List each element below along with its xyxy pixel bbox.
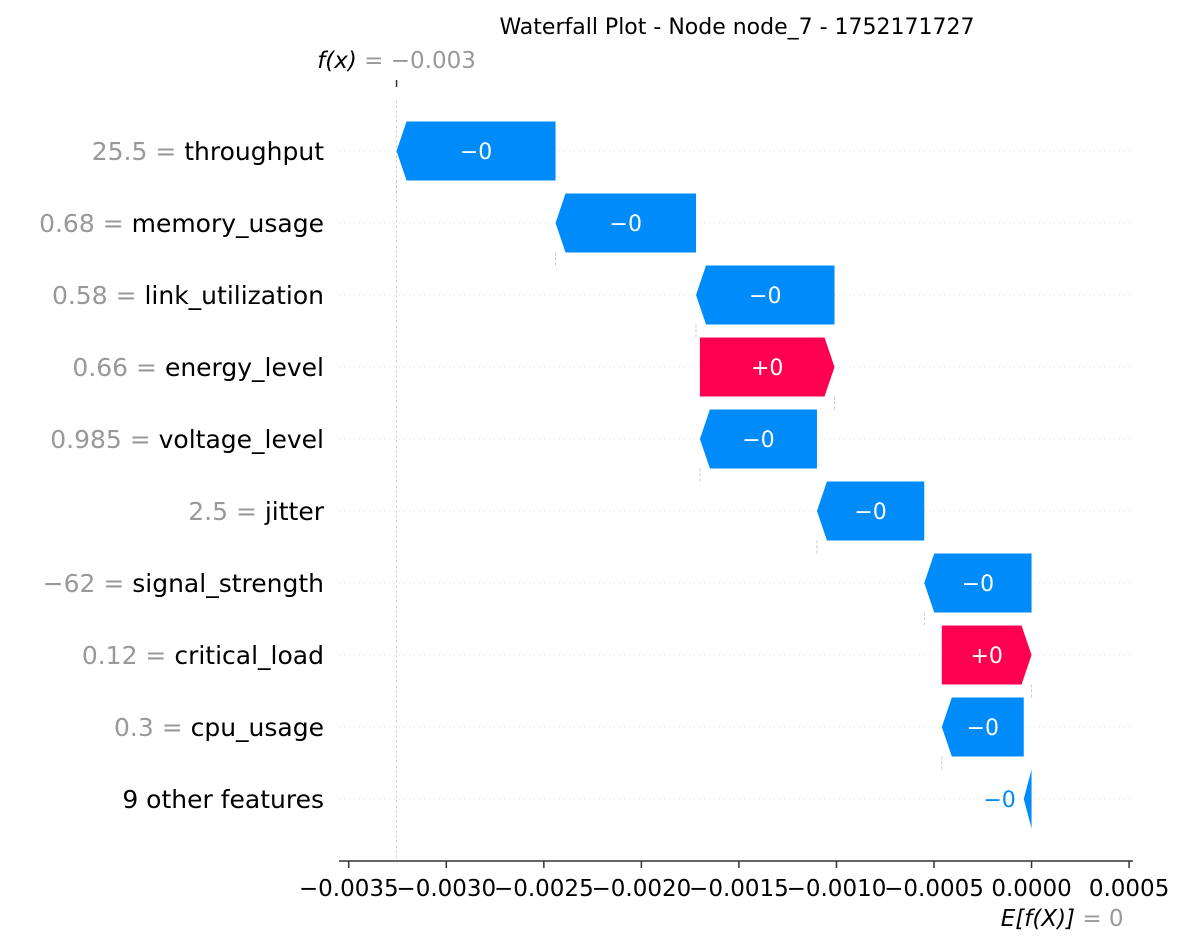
waterfall-bar	[696, 265, 835, 325]
bar-value-label: +0	[970, 644, 1002, 669]
feature-name: jitter	[264, 497, 325, 526]
feature-label: 9 other features	[122, 785, 324, 814]
bar-value-label: −0	[742, 428, 774, 453]
waterfall-bar	[555, 193, 697, 253]
base-value-annotation: E[f(X)] = 0	[1001, 906, 1124, 932]
feature-value: 0.3 =	[114, 713, 191, 742]
feature-value: −62 =	[43, 569, 133, 598]
feature-value: 25.5 =	[92, 137, 185, 166]
bar-value-label: −0	[962, 572, 994, 597]
x-tick-label: −0.0030	[396, 876, 496, 902]
x-tick-label: −0.0005	[884, 876, 984, 902]
bar-value-label: −0	[967, 716, 999, 741]
feature-value: 0.58 =	[52, 281, 145, 310]
feature-name: 9 other features	[122, 785, 324, 814]
feature-label: 0.68 = memory_usage	[39, 209, 324, 238]
feature-name: memory_usage	[132, 209, 324, 238]
bar-value-label: −0	[460, 140, 492, 165]
feature-name: link_utilization	[144, 281, 324, 310]
waterfall-bar	[924, 553, 1032, 613]
waterfall-bar	[941, 697, 1024, 757]
feature-value: 0.68 =	[39, 209, 132, 238]
feature-label: 0.58 = link_utilization	[52, 281, 324, 310]
feature-value: 0.985 =	[50, 425, 158, 454]
fx-label: f(x)	[317, 48, 364, 74]
feature-value: 0.12 =	[82, 641, 175, 670]
waterfall-bar	[1023, 769, 1032, 829]
waterfall-bar	[396, 121, 556, 181]
x-tick-label: −0.0015	[689, 876, 789, 902]
feature-name: voltage_level	[159, 425, 324, 454]
bar-value-label: −0	[854, 500, 886, 525]
feature-label: 0.12 = critical_load	[82, 641, 324, 670]
bar-value-label: −0	[610, 212, 642, 237]
feature-name: critical_load	[174, 641, 324, 670]
x-tick-label: −0.0010	[787, 876, 887, 902]
bar-value-label: −0	[749, 284, 781, 309]
feature-label: 0.985 = voltage_level	[50, 425, 324, 454]
x-tick-label: −0.0025	[494, 876, 594, 902]
bar-value-label: +0	[751, 356, 783, 381]
x-tick-label: 0.0000	[991, 876, 1071, 902]
waterfall-bar	[941, 625, 1032, 685]
fx-annotation: f(x) = −0.003	[317, 48, 476, 74]
waterfall-bar	[699, 337, 835, 397]
x-tick-label: 0.0005	[1089, 876, 1169, 902]
fx-value: = −0.003	[364, 48, 476, 74]
feature-label: 0.66 = energy_level	[72, 353, 324, 382]
feature-value: 0.66 =	[72, 353, 165, 382]
feature-name: throughput	[184, 137, 324, 166]
feature-label: −62 = signal_strength	[43, 569, 324, 598]
base-value-label: E[f(X)]	[1001, 906, 1083, 932]
feature-label: 2.5 = jitter	[188, 497, 324, 526]
feature-label: 0.3 = cpu_usage	[114, 713, 324, 742]
feature-name: cpu_usage	[191, 713, 324, 742]
x-tick-label: −0.0020	[592, 876, 692, 902]
feature-value: 2.5 =	[188, 497, 265, 526]
waterfall-bar	[699, 409, 817, 469]
feature-name: signal_strength	[132, 569, 324, 598]
waterfall-bar	[816, 481, 925, 541]
x-tick-label: −0.0035	[299, 876, 399, 902]
feature-label: 25.5 = throughput	[92, 137, 324, 166]
base-value: = 0	[1082, 906, 1123, 932]
chart-title: Waterfall Plot - Node node_7 - 175217172…	[499, 15, 974, 40]
bar-value-label: −0	[983, 788, 1015, 813]
feature-name: energy_level	[165, 353, 324, 382]
